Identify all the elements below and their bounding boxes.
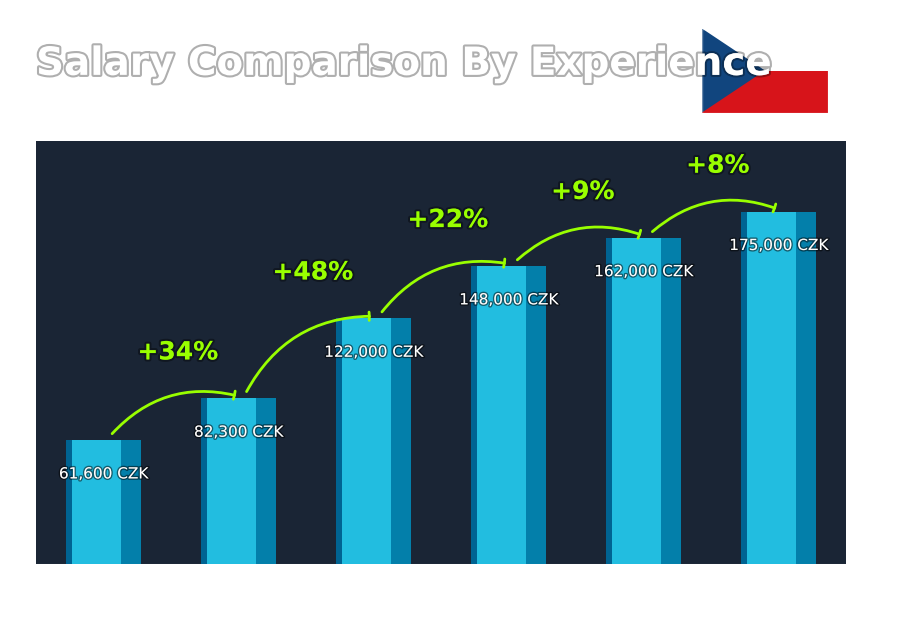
Text: Pharmaceutical Sales Manager: Pharmaceutical Sales Manager: [36, 103, 422, 126]
Text: Average Monthly Salary: Average Monthly Salary: [868, 278, 881, 427]
FancyBboxPatch shape: [337, 319, 342, 564]
Text: +22%: +22%: [408, 208, 488, 232]
FancyBboxPatch shape: [67, 440, 72, 564]
Polygon shape: [702, 28, 765, 113]
FancyBboxPatch shape: [607, 238, 680, 564]
FancyBboxPatch shape: [477, 266, 526, 564]
FancyBboxPatch shape: [72, 440, 121, 564]
FancyBboxPatch shape: [472, 266, 477, 564]
FancyBboxPatch shape: [472, 266, 545, 564]
Text: +34%: +34%: [138, 340, 218, 365]
Text: 122,000 CZK: 122,000 CZK: [324, 345, 423, 360]
Text: 148,000 CZK: 148,000 CZK: [459, 292, 558, 308]
Text: 82,300 CZK: 82,300 CZK: [194, 425, 283, 440]
FancyBboxPatch shape: [202, 398, 207, 564]
Text: +9%: +9%: [551, 180, 615, 204]
FancyBboxPatch shape: [202, 398, 275, 564]
FancyBboxPatch shape: [337, 319, 410, 564]
Text: 61,600 CZK: 61,600 CZK: [58, 467, 148, 481]
FancyBboxPatch shape: [612, 238, 661, 564]
FancyBboxPatch shape: [207, 398, 256, 564]
FancyBboxPatch shape: [747, 212, 796, 564]
Text: 162,000 CZK: 162,000 CZK: [594, 264, 693, 279]
Text: +48%: +48%: [273, 260, 353, 285]
FancyBboxPatch shape: [67, 440, 140, 564]
Text: +8%: +8%: [686, 154, 750, 178]
FancyBboxPatch shape: [742, 212, 747, 564]
FancyBboxPatch shape: [742, 212, 815, 564]
FancyBboxPatch shape: [342, 319, 391, 564]
Bar: [702, 71, 828, 113]
Text: salaryexplorer.com: salaryexplorer.com: [377, 620, 523, 635]
Bar: [702, 28, 828, 71]
Text: 175,000 CZK: 175,000 CZK: [729, 238, 828, 253]
FancyBboxPatch shape: [607, 238, 612, 564]
Text: Salary Comparison By Experience: Salary Comparison By Experience: [36, 45, 770, 83]
